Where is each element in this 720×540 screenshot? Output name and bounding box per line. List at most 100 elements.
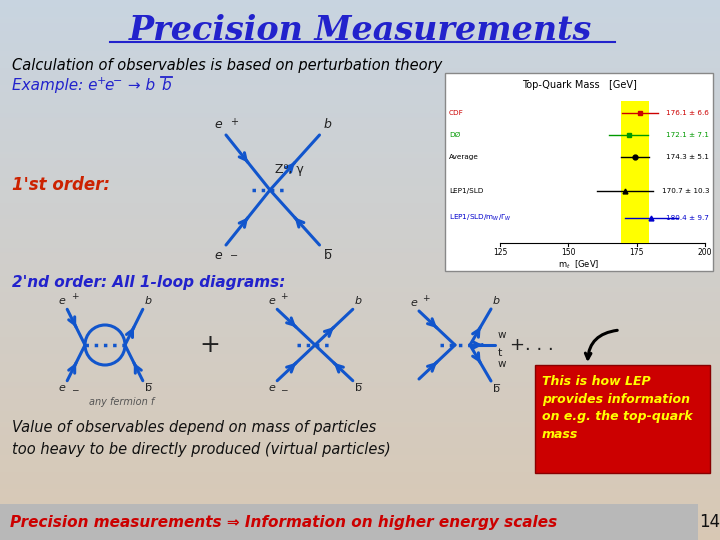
- Bar: [0, 29, 720, 30]
- Bar: [0, 95, 720, 96]
- Bar: [0, 325, 720, 326]
- Bar: [0, 35, 720, 36]
- Bar: [0, 146, 720, 147]
- Bar: [0, 84, 720, 85]
- Text: +: +: [280, 292, 288, 301]
- Bar: [0, 212, 720, 213]
- Bar: [0, 367, 720, 368]
- Bar: [0, 493, 720, 494]
- Bar: [0, 266, 720, 267]
- Text: LEP1/SLD: LEP1/SLD: [449, 188, 483, 194]
- Bar: [0, 437, 720, 438]
- Bar: [0, 134, 720, 135]
- Bar: [0, 331, 720, 332]
- Text: 172.1 ± 7.1: 172.1 ± 7.1: [666, 132, 709, 138]
- Bar: [0, 475, 720, 476]
- Bar: [0, 359, 720, 360]
- Text: +: +: [199, 333, 220, 357]
- Bar: [0, 388, 720, 389]
- Bar: [0, 115, 720, 116]
- Bar: [0, 387, 720, 388]
- Bar: [0, 156, 720, 157]
- Text: Calculation of observables is based on perturbation theory: Calculation of observables is based on p…: [12, 58, 442, 73]
- Bar: [0, 374, 720, 375]
- Bar: [0, 70, 720, 71]
- Bar: [0, 478, 720, 479]
- Bar: [0, 513, 720, 514]
- Bar: [0, 82, 720, 83]
- Bar: [0, 64, 720, 65]
- Bar: [0, 449, 720, 450]
- Bar: [0, 384, 720, 385]
- Bar: [0, 276, 720, 277]
- Bar: [0, 125, 720, 126]
- Bar: [0, 233, 720, 234]
- Bar: [0, 138, 720, 139]
- Bar: [0, 110, 720, 111]
- Bar: [0, 494, 720, 495]
- Bar: [0, 244, 720, 245]
- Bar: [0, 280, 720, 281]
- Bar: [0, 509, 720, 510]
- Bar: [0, 148, 720, 149]
- Bar: [0, 263, 720, 264]
- Bar: [0, 203, 720, 204]
- Text: +: +: [71, 292, 78, 301]
- Bar: [0, 453, 720, 454]
- Bar: [0, 394, 720, 395]
- Bar: [0, 477, 720, 478]
- Bar: [0, 185, 720, 186]
- Bar: [0, 219, 720, 220]
- Text: −: −: [280, 386, 288, 395]
- Bar: [0, 302, 720, 303]
- Bar: [0, 34, 720, 35]
- Bar: [0, 528, 720, 529]
- Bar: [0, 88, 720, 89]
- Bar: [0, 519, 720, 520]
- Bar: [0, 193, 720, 194]
- Bar: [0, 176, 720, 177]
- Text: m$_t$  [GeV]: m$_t$ [GeV]: [558, 259, 600, 271]
- Bar: [0, 481, 720, 482]
- Bar: [0, 418, 720, 419]
- Bar: [0, 141, 720, 142]
- Bar: [0, 239, 720, 240]
- Bar: [0, 327, 720, 328]
- Bar: [0, 255, 720, 256]
- Bar: [0, 140, 720, 141]
- Bar: [0, 346, 720, 347]
- Bar: [0, 25, 720, 26]
- Bar: [0, 386, 720, 387]
- Bar: [0, 521, 720, 522]
- Bar: [0, 128, 720, 129]
- Bar: [0, 356, 720, 357]
- Bar: [0, 480, 720, 481]
- Text: Example: e: Example: e: [12, 78, 97, 93]
- Bar: [0, 201, 720, 202]
- Bar: [0, 256, 720, 257]
- Bar: [0, 33, 720, 34]
- Bar: [0, 32, 720, 33]
- Bar: [0, 306, 720, 307]
- Bar: [0, 408, 720, 409]
- Bar: [0, 188, 720, 189]
- Bar: [0, 401, 720, 402]
- Bar: [0, 466, 720, 467]
- Bar: [0, 326, 720, 327]
- Text: w: w: [498, 359, 506, 369]
- Bar: [0, 462, 720, 463]
- Bar: [0, 184, 720, 185]
- Bar: [0, 349, 720, 350]
- Bar: [0, 421, 720, 422]
- Bar: [0, 272, 720, 273]
- Text: 14: 14: [699, 513, 720, 531]
- Bar: [0, 358, 720, 359]
- Text: 175: 175: [629, 248, 644, 257]
- Bar: [0, 428, 720, 429]
- Bar: [0, 74, 720, 75]
- Bar: [0, 506, 720, 507]
- Bar: [0, 319, 720, 320]
- Bar: [0, 161, 720, 162]
- Text: Precision measurements ⇒ Information on higher energy scales: Precision measurements ⇒ Information on …: [10, 515, 557, 530]
- Bar: [0, 293, 720, 294]
